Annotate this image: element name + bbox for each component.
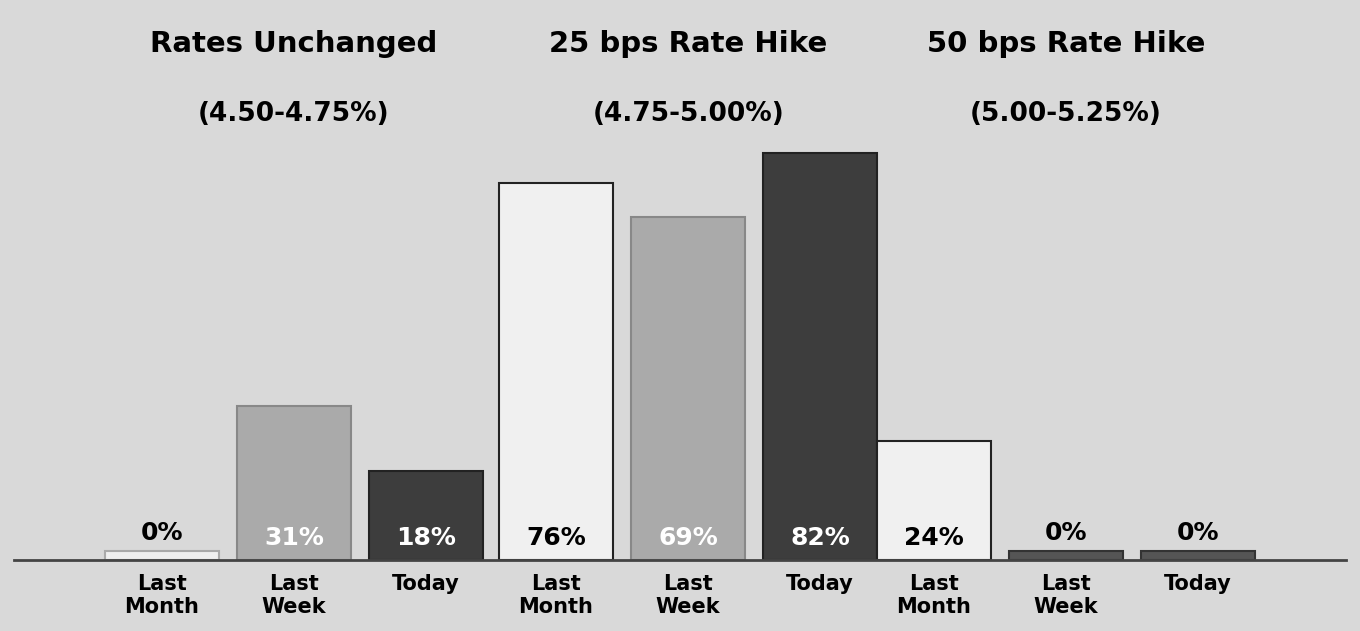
Bar (369, 471, 483, 560)
Text: 50 bps Rate Hike: 50 bps Rate Hike (928, 30, 1205, 58)
Text: Rates Unchanged: Rates Unchanged (150, 30, 438, 58)
Text: (4.50-4.75%): (4.50-4.75%) (199, 101, 390, 127)
Text: 76%: 76% (526, 526, 586, 550)
Text: 0%: 0% (140, 521, 184, 545)
Text: 25 bps Rate Hike: 25 bps Rate Hike (549, 30, 827, 58)
Text: 0%: 0% (1176, 521, 1220, 545)
Bar (1009, 551, 1123, 560)
Text: 31%: 31% (264, 526, 324, 550)
Bar (1141, 551, 1255, 560)
Text: 69%: 69% (658, 526, 718, 550)
Text: 24%: 24% (904, 526, 964, 550)
Bar (763, 153, 877, 560)
Text: (4.75-5.00%): (4.75-5.00%) (592, 101, 783, 127)
Text: 82%: 82% (790, 526, 850, 550)
Bar (237, 406, 351, 560)
Bar (499, 183, 613, 560)
Bar (105, 551, 219, 560)
Text: (5.00-5.25%): (5.00-5.25%) (970, 101, 1161, 127)
Bar (877, 441, 991, 560)
Bar (631, 218, 745, 560)
Text: 18%: 18% (396, 526, 456, 550)
Text: 0%: 0% (1044, 521, 1088, 545)
